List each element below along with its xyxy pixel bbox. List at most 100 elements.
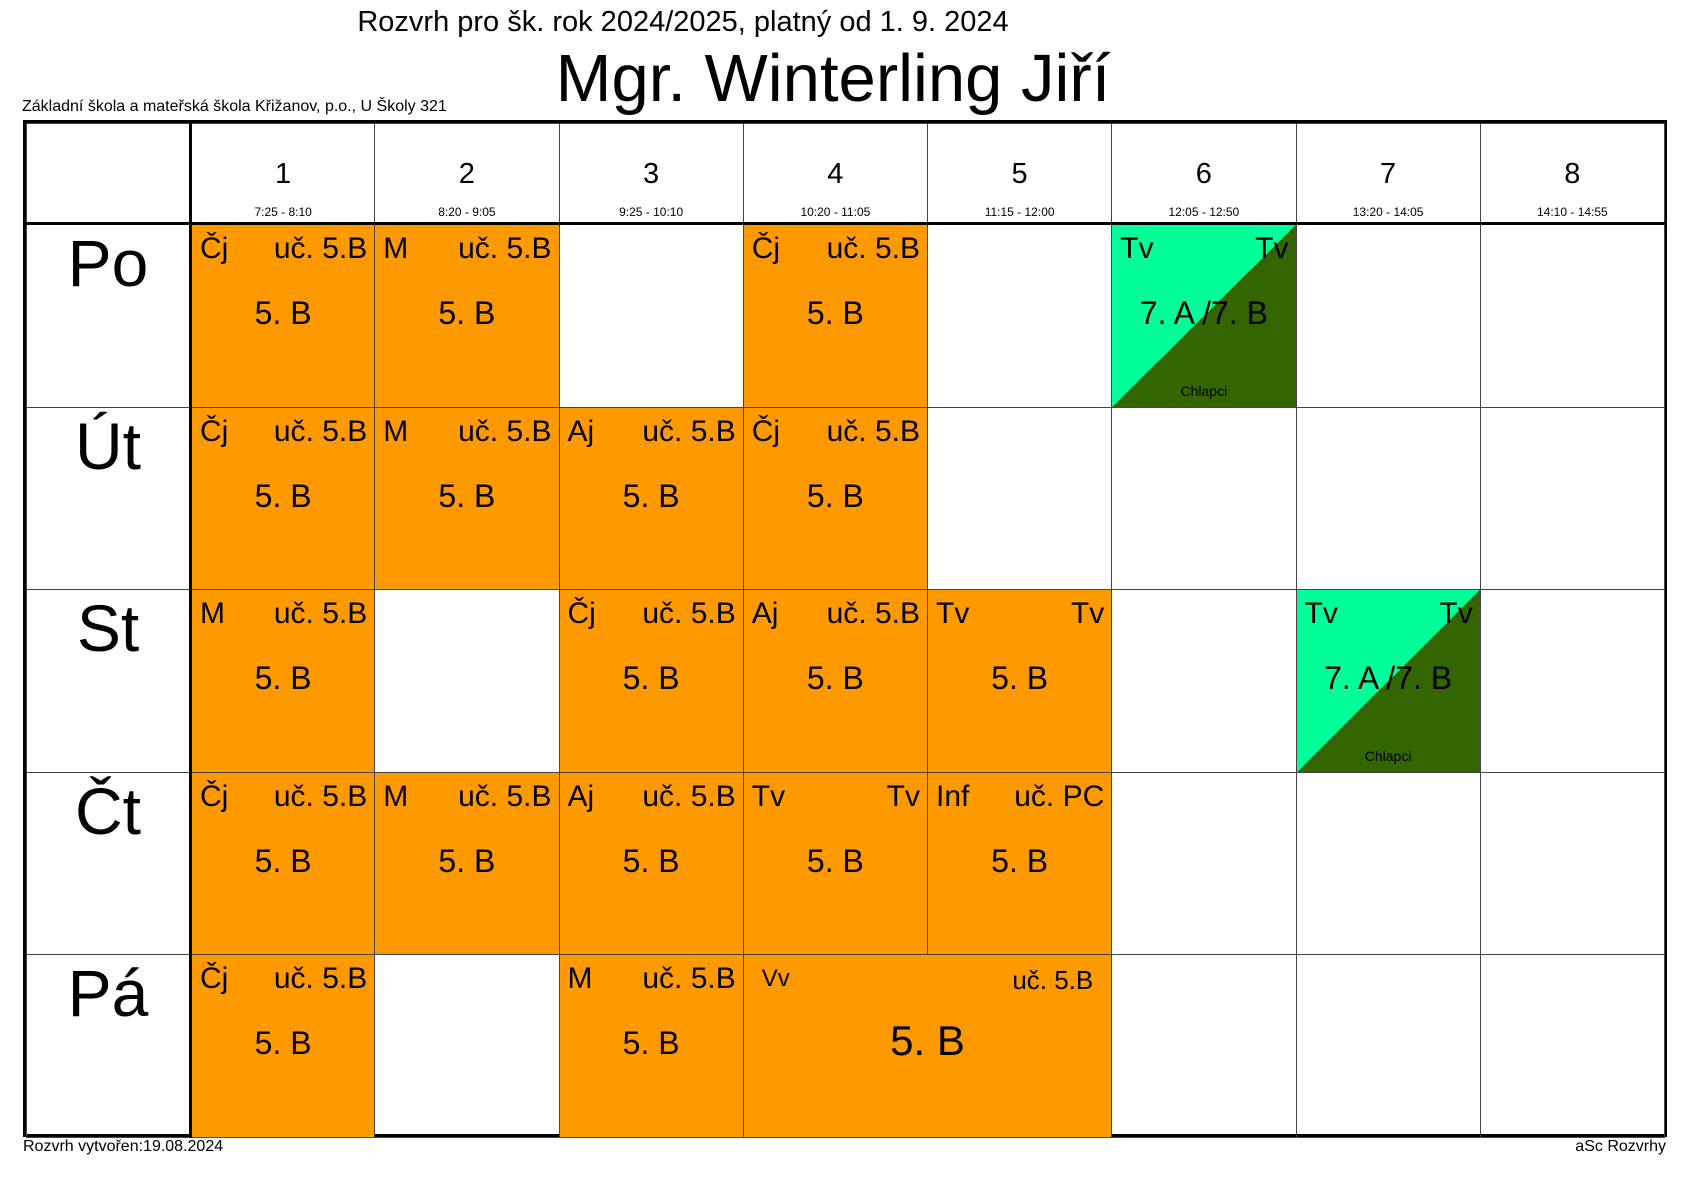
lesson-subject: Tv — [1120, 232, 1154, 265]
group-lesson-card: Tv Tv 7. A /7. B Chlapci — [1296, 590, 1480, 772]
empty-slot — [1295, 954, 1481, 1138]
lesson-subject: Aj — [567, 779, 595, 813]
empty-slot — [374, 589, 560, 773]
lesson-slot: Vv uč. 5.B 5. B — [742, 954, 1113, 1138]
lesson-room: Tv — [1255, 232, 1289, 265]
lesson-subject: Tv — [751, 779, 786, 813]
lesson-card: Tv Tv 5. B — [928, 590, 1112, 772]
empty-slot — [1479, 406, 1666, 590]
lesson-room: uč. 5.B — [273, 414, 368, 448]
period-number: 4 — [827, 158, 844, 190]
lesson-slot: Čj uč. 5.B 5. B — [742, 406, 929, 590]
empty-slot — [1479, 589, 1666, 773]
lesson-card: Čj uč. 5.B 5. B — [743, 225, 927, 407]
lesson-slot: Čj uč. 5.B 5. B — [189, 223, 376, 408]
lesson-subject: Vv — [761, 965, 790, 992]
lesson-room: uč. 5.B — [826, 597, 920, 630]
empty-slot — [1295, 223, 1481, 408]
lesson-class: 5. B — [438, 842, 496, 879]
period-time: 13:20 - 14:05 — [1352, 205, 1424, 219]
teacher-name-title: Mgr. Winterling Jiří — [555, 41, 1111, 116]
lesson-slot: Tv Tv 5. B — [926, 589, 1113, 773]
empty-slot — [1111, 589, 1297, 773]
lesson-class: 5. B — [622, 660, 680, 696]
period-time: 12:05 - 12:50 — [1168, 205, 1240, 219]
empty-slot — [1111, 954, 1297, 1138]
lesson-room: uč. 5.B — [273, 962, 368, 995]
lesson-room: uč. 5.B — [642, 414, 736, 448]
lesson-card: Inf uč. PC 5. B — [928, 772, 1112, 954]
lesson-slot: Čj uč. 5.B 5. B — [189, 954, 376, 1138]
period-header-4: 4 10:20 - 11:05 — [742, 123, 929, 225]
lesson-subject: Aj — [567, 414, 595, 448]
period-number: 1 — [275, 158, 292, 190]
lesson-class: 5. B — [991, 842, 1049, 879]
empty-slot — [374, 954, 560, 1138]
lesson-group: Chlapci — [1364, 747, 1412, 764]
lesson-card: Aj uč. 5.B 5. B — [559, 407, 743, 589]
lesson-class: 5. B — [438, 477, 496, 514]
day-label: Út — [26, 406, 192, 590]
lesson-card: Čj uč. 5.B 5. B — [192, 225, 375, 407]
lesson-class: 7. A /7. B — [1139, 295, 1268, 331]
empty-slot — [1111, 771, 1297, 955]
period-header-3: 3 9:25 - 10:10 — [558, 123, 744, 225]
period-number: 8 — [1564, 158, 1581, 190]
lesson-subject: Tv — [936, 597, 970, 630]
period-time: 9:25 - 10:10 — [619, 205, 684, 219]
timetable-table: 1 7:25 - 8:10 2 8:20 - 9:05 3 9:25 - 10:10 4 10… — [26, 123, 1666, 1138]
lesson-room: uč. PC — [1014, 779, 1105, 813]
group-lesson-card: Tv Tv 7. A /7. B Chlapci — [1112, 225, 1296, 407]
lesson-subject: M — [567, 962, 593, 995]
lesson-room: uč. 5.B — [826, 414, 920, 448]
double-lesson-card: Vv uč. 5.B 5. B — [743, 955, 1112, 1137]
lesson-room: Tv — [1070, 597, 1105, 630]
period-header-5: 5 11:15 - 12:00 — [926, 123, 1113, 225]
empty-slot — [1479, 771, 1666, 955]
lesson-slot: Inf uč. PC 5. B — [926, 771, 1113, 955]
lesson-class: 5. B — [254, 660, 312, 696]
lesson-subject: Aj — [751, 597, 779, 630]
period-header-6: 6 12:05 - 12:50 — [1111, 123, 1297, 225]
lesson-slot: Tv Tv 7. A /7. B Chlapci — [1111, 223, 1297, 408]
created-date: Rozvrh vytvořen:19.08.2024 — [23, 1138, 224, 1155]
empty-slot — [1295, 771, 1481, 955]
school-name: Základní škola a mateřská škola Křižanov… — [22, 98, 447, 115]
lesson-room: uč. 5.B — [458, 414, 552, 448]
lesson-subject: Inf — [936, 779, 970, 813]
lesson-room: uč. 5.B — [273, 779, 368, 813]
lesson-room: uč. 5.B — [273, 232, 368, 265]
lesson-slot: Aj uč. 5.B 5. B — [558, 406, 744, 590]
lesson-class: 5. B — [254, 842, 312, 879]
empty-slot — [1295, 406, 1481, 590]
timetable-subtitle: Rozvrh pro šk. rok 2024/2025, platný od … — [357, 6, 1009, 38]
corner-cell — [26, 123, 192, 225]
lesson-class: 5. B — [254, 477, 312, 514]
lesson-slot: Čj uč. 5.B 5. B — [742, 223, 929, 408]
lesson-card: Aj uč. 5.B 5. B — [743, 590, 927, 772]
lesson-room: Tv — [1439, 597, 1473, 630]
lesson-slot: Aj uč. 5.B 5. B — [742, 589, 929, 773]
lesson-slot: Čj uč. 5.B 5. B — [189, 771, 376, 955]
lesson-class: 5. B — [806, 477, 864, 514]
period-number: 3 — [643, 158, 660, 190]
lesson-subject: Čj — [200, 232, 229, 265]
lesson-class: 5. B — [806, 842, 864, 879]
lesson-class: 5. B — [254, 295, 312, 331]
lesson-room: uč. 5.B — [826, 232, 920, 265]
empty-slot — [926, 223, 1113, 408]
lesson-slot: Čj uč. 5.B 5. B — [189, 406, 376, 590]
lesson-class: 5. B — [991, 660, 1049, 696]
lesson-subject: Čj — [200, 962, 229, 995]
lesson-class: 7. A /7. B — [1324, 660, 1453, 696]
